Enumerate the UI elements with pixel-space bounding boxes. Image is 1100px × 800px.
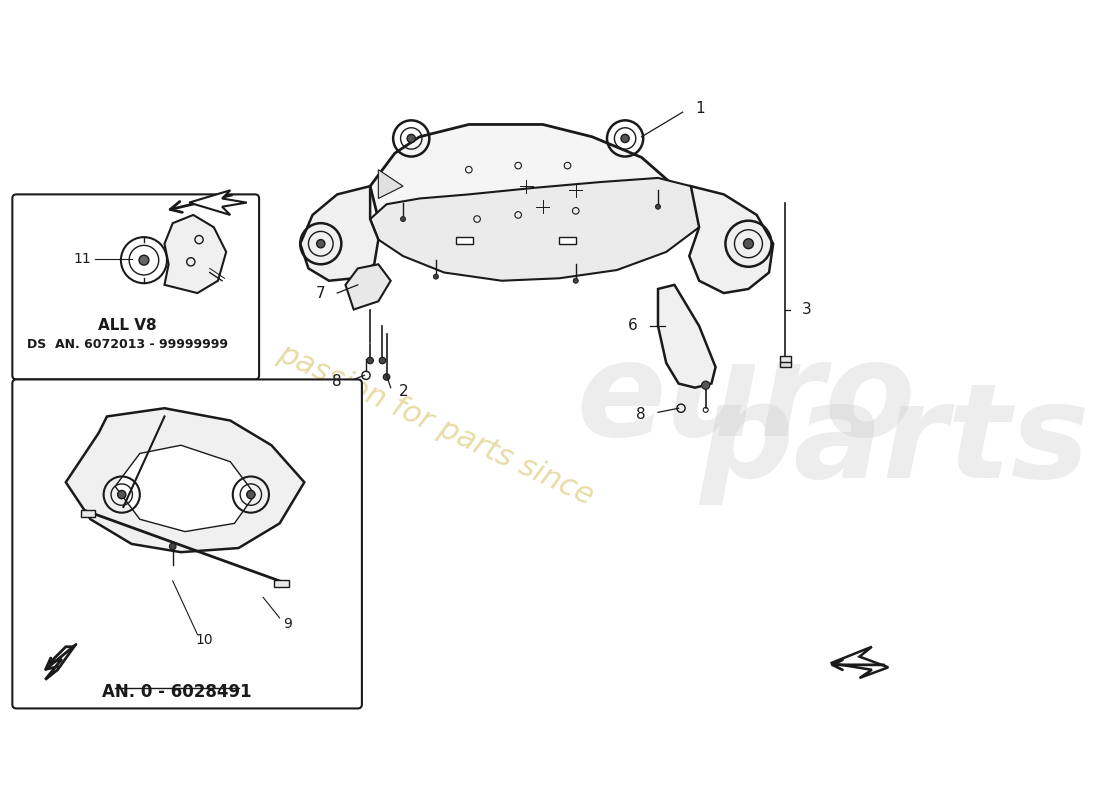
Polygon shape — [66, 408, 305, 552]
Circle shape — [379, 358, 386, 364]
Bar — [274, 580, 288, 586]
Text: parts: parts — [700, 378, 1090, 505]
Text: euro: euro — [575, 337, 915, 463]
Circle shape — [573, 278, 579, 283]
Text: 11: 11 — [74, 251, 91, 266]
Polygon shape — [189, 190, 246, 215]
Polygon shape — [830, 646, 889, 678]
Polygon shape — [165, 215, 227, 293]
Bar — [780, 362, 791, 367]
Circle shape — [383, 374, 389, 380]
Text: AN. 0 - 6028491: AN. 0 - 6028491 — [102, 683, 252, 701]
Text: 7: 7 — [316, 286, 324, 301]
Polygon shape — [370, 178, 707, 281]
Text: 10: 10 — [195, 633, 212, 647]
Text: 8: 8 — [332, 374, 341, 390]
Circle shape — [246, 490, 255, 498]
Text: 3: 3 — [802, 302, 812, 317]
Text: DS  AN. 6072013 - 99999999: DS AN. 6072013 - 99999999 — [28, 338, 228, 350]
Text: passion for parts since: passion for parts since — [273, 338, 598, 510]
Circle shape — [433, 274, 439, 279]
Circle shape — [702, 381, 710, 390]
Polygon shape — [45, 646, 74, 680]
Polygon shape — [300, 186, 378, 281]
Text: 6: 6 — [628, 318, 637, 334]
Circle shape — [366, 358, 373, 364]
Text: 2: 2 — [399, 384, 408, 399]
Text: 9: 9 — [284, 617, 293, 630]
Circle shape — [744, 238, 754, 249]
Circle shape — [656, 204, 660, 209]
FancyBboxPatch shape — [12, 194, 260, 379]
Circle shape — [139, 255, 148, 265]
Circle shape — [317, 240, 324, 248]
Circle shape — [169, 543, 176, 550]
Polygon shape — [658, 285, 716, 388]
Bar — [780, 357, 791, 363]
Circle shape — [621, 134, 629, 142]
FancyBboxPatch shape — [12, 379, 362, 709]
Bar — [559, 237, 575, 244]
Circle shape — [407, 134, 416, 142]
Text: ALL V8: ALL V8 — [98, 318, 157, 334]
Polygon shape — [116, 446, 255, 532]
Polygon shape — [690, 186, 773, 293]
Polygon shape — [345, 264, 390, 310]
Bar — [456, 237, 473, 244]
Bar — [80, 510, 96, 517]
Polygon shape — [370, 125, 683, 262]
Circle shape — [118, 490, 125, 498]
Polygon shape — [378, 170, 403, 198]
Text: 1: 1 — [695, 101, 705, 115]
Circle shape — [400, 217, 406, 222]
Text: 8: 8 — [636, 407, 646, 422]
